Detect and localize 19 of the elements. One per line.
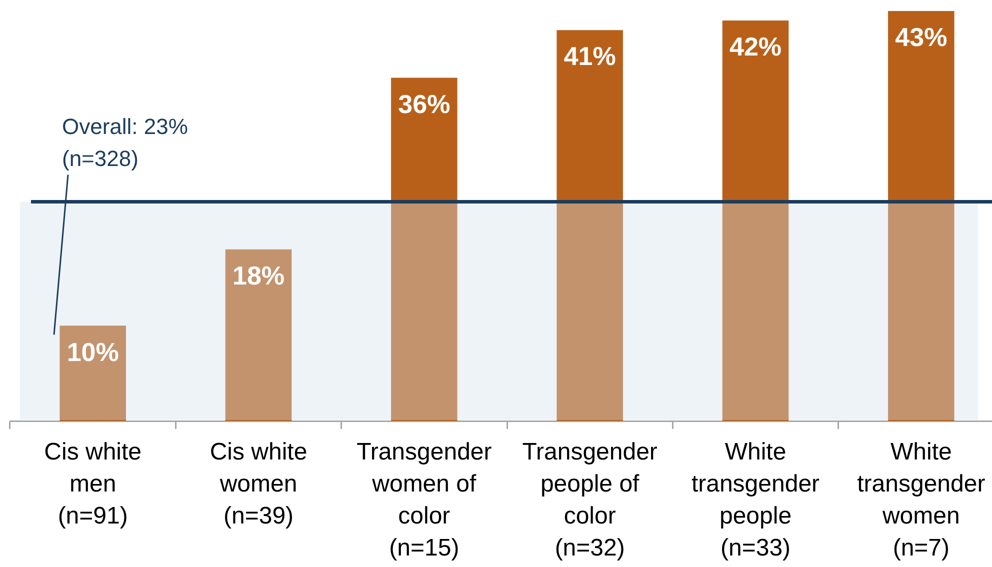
bar [888,11,954,421]
data-label: 42% [729,32,782,62]
data-label: 41% [564,41,616,72]
x-tick-label: Cis white men (n=91) [44,438,142,530]
x-tick-label: Transgender people of color (n=32) [522,438,658,562]
data-label: 10% [66,336,119,367]
bar [556,30,623,421]
ref-line-label: Overall: 23% (n=328) [62,114,188,171]
data-label: 36% [398,88,450,119]
data-label: 43% [895,22,948,52]
x-tick-label: Transgender women of color (n=15) [356,438,492,562]
x-tick-label: Cis white women (n=39) [210,438,308,530]
data-label: 18% [232,260,285,291]
bar [60,326,126,421]
bar [722,20,789,421]
x-tick-label: White transgender women (n=7) [857,438,986,562]
x-tick-label: White transgender people (n=33) [691,438,820,562]
bar [391,78,458,421]
bar [225,249,292,421]
